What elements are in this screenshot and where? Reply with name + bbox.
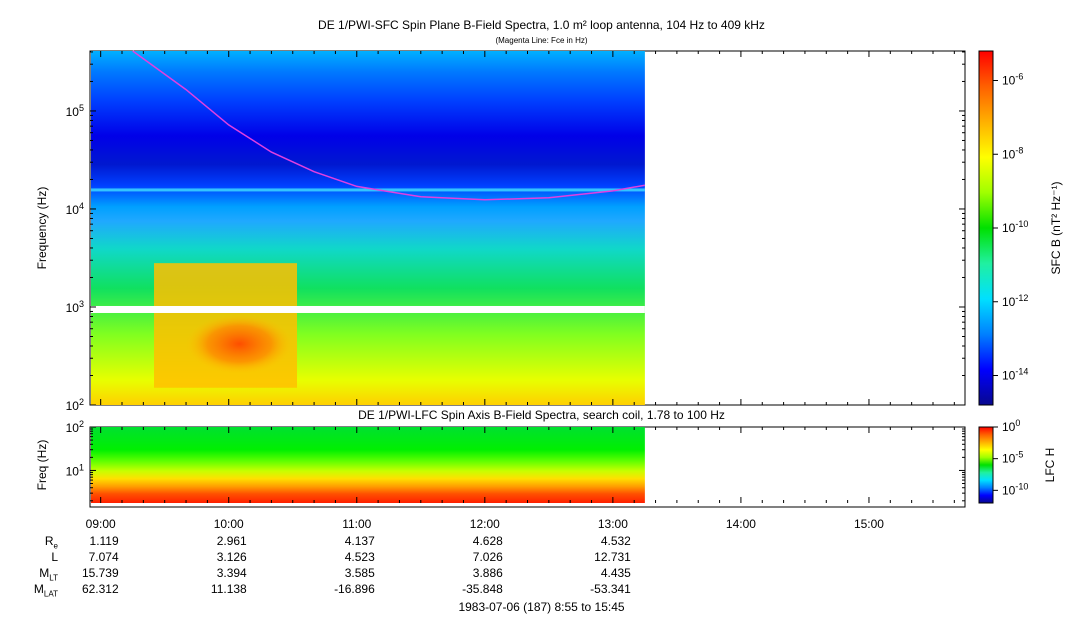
ephemeris-value: 1.119 — [89, 534, 119, 548]
sfc-y-tick-label: 103 — [66, 299, 84, 315]
lfc-colorbar-label: LFC H — [1043, 448, 1057, 483]
sfc-colorbar-label: SFC B (nT² Hz⁻¹) — [1049, 182, 1063, 275]
bottom-panel-title: DE 1/PWI-LFC Spin Axis B-Field Spectra, … — [358, 408, 725, 422]
top-panel-title: DE 1/PWI-SFC Spin Plane B-Field Spectra,… — [318, 18, 765, 32]
sfc-spectrogram — [91, 51, 645, 405]
lfc-colorbar — [978, 426, 994, 504]
lfc-ylabel: Freq (Hz) — [35, 440, 49, 491]
sfc-data-gap — [91, 305, 645, 313]
sfc-colorbar-tick-label: 10-12 — [1002, 293, 1028, 309]
ephemeris-value: 7.074 — [88, 550, 119, 564]
date-range-footer: 1983-07-06 (187) 8:55 to 15:45 — [458, 600, 625, 614]
ephemeris-value: 3.886 — [472, 566, 503, 580]
ephemeris-value: 11.138 — [210, 582, 247, 596]
ephemeris-value: 4.435 — [600, 566, 631, 580]
ephemeris-value: 4.532 — [600, 534, 631, 548]
ephemeris-value: -16.896 — [334, 582, 375, 596]
fce-line — [132, 50, 646, 201]
sfc-ylabel: Frequency (Hz) — [35, 187, 49, 270]
colorbar-ticks: 10-6 10-8 10-10 10-12 10-14 100 10-5 10-10 — [993, 72, 1028, 497]
lfc-y-tick-label: 101 — [66, 462, 84, 478]
sfc-colorbar-tick-label: 10-14 — [1002, 367, 1028, 383]
ephemeris-label: Re — [44, 534, 58, 551]
sfc-y-tick-label: 105 — [66, 103, 84, 119]
axes-layer: 09:00 10:00 11:00 12:00 13:00 14:00 15:00 102 10… — [66, 51, 965, 531]
x-tick-label: 09:00 — [86, 517, 116, 531]
ephemeris-value: -53.341 — [590, 582, 631, 596]
sfc-y-tick-label: 102 — [66, 397, 84, 413]
sfc-y-tick-label: 104 — [66, 201, 84, 217]
lfc-colorbar-tick-label: 100 — [1002, 418, 1020, 434]
sfc-interference-line — [91, 188, 645, 192]
ephemeris-value: 7.026 — [472, 550, 503, 564]
sfc-intense-region — [186, 313, 293, 374]
top-panel-subtitle: (Magenta Line: Fce in Hz) — [495, 36, 588, 45]
ephemeris-value: 15.739 — [81, 566, 119, 580]
x-tick-label: 12:00 — [470, 517, 500, 531]
lfc-spectrogram — [91, 427, 645, 503]
ephemeris-value: 3.126 — [216, 550, 247, 564]
x-tick-label: 11:00 — [342, 517, 371, 531]
ephemeris-value: -35.848 — [462, 582, 503, 596]
ephemeris-value: 3.585 — [344, 566, 375, 580]
x-tick-label: 15:00 — [854, 517, 884, 531]
sfc-colorbar-tick-label: 10-8 — [1002, 145, 1023, 161]
ephemeris-row: MLT 15.739 3.394 3.585 3.886 4.435 — [0, 566, 700, 582]
sfc-colorbar-tick-label: 10-6 — [1002, 72, 1023, 88]
lfc-background — [91, 427, 645, 503]
ephemeris-row: L 7.074 3.126 4.523 7.026 12.731 — [0, 550, 700, 566]
ephemeris-value: 4.523 — [344, 550, 375, 564]
ephemeris-value: 3.394 — [216, 566, 247, 580]
ephemeris-value: 12.731 — [594, 550, 631, 564]
ephemeris-value: 2.961 — [216, 534, 247, 548]
ephemeris-value: 4.137 — [344, 534, 375, 548]
sfc-colorbar — [978, 50, 994, 406]
ephemeris-row: MLAT 62.312 11.138 -16.896 -35.848 -53.341 — [0, 582, 700, 598]
ephemeris-row: Re 1.119 2.961 4.137 4.628 4.532 — [0, 534, 700, 550]
sfc-colorbar-tick-label: 10-10 — [1002, 219, 1028, 235]
x-tick-label: 10:00 — [214, 517, 244, 531]
ephemeris-label: MLT — [39, 566, 58, 583]
ephemeris-label: MLAT — [33, 582, 58, 599]
ephemeris-value: 62.312 — [81, 582, 119, 596]
x-tick-label: 14:00 — [726, 517, 756, 531]
lfc-colorbar-tick-label: 10-10 — [1002, 481, 1028, 497]
lfc-y-tick-label: 102 — [66, 419, 84, 435]
lfc-colorbar-tick-label: 10-5 — [1002, 450, 1023, 466]
ephemeris-value: 4.628 — [472, 534, 503, 548]
x-tick-label: 13:00 — [598, 517, 628, 531]
ephemeris-label: L — [51, 550, 58, 564]
